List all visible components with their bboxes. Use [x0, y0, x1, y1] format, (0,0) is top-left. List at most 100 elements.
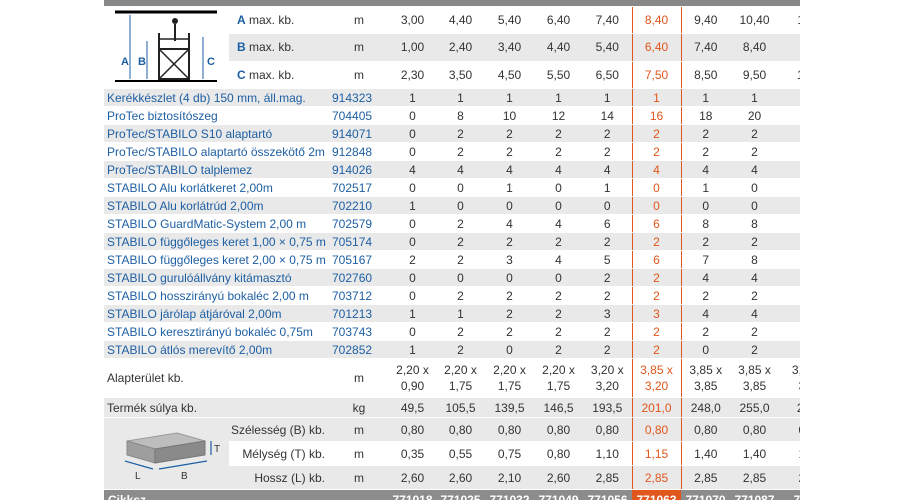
part-name[interactable]: STABILO keresztirányú bokaléc 0,75m — [104, 322, 329, 341]
part-name[interactable]: STABILO függőleges keret 1,00 × 0,75 m — [104, 232, 329, 251]
value-cell: 248,0 — [681, 397, 730, 418]
part-name[interactable]: ProTec/STABILO S10 alaptartó — [104, 124, 329, 143]
dimension-label: Hossz (L) kb. — [229, 465, 329, 490]
value-cell: 1 — [436, 88, 485, 107]
dim-b-label: B — [138, 56, 146, 68]
part-row: STABILO hosszirányú bokaléc 2,00 m 703712… — [104, 286, 800, 305]
value-cell: 8 — [730, 214, 779, 233]
weight-row: Termék súlya kb. kg 49,5 105,5 139,5 146,5 193… — [104, 397, 800, 418]
part-name[interactable]: STABILO Alu korlátkeret 2,00m — [104, 178, 329, 197]
part-name[interactable]: STABILO függőleges keret 2,00 × 0,75 m — [104, 250, 329, 269]
part-name[interactable]: Kerékkészlet (4 db) 150 mm, áll.mag. — [104, 88, 329, 107]
article-number-link[interactable]: 771070 — [681, 489, 730, 500]
value-cell: 0 — [389, 268, 436, 287]
value-cell: 5,40 — [583, 33, 632, 62]
part-name[interactable]: STABILO átlós merevítő 2,00m — [104, 340, 329, 359]
part-name[interactable]: ProTec/STABILO talplemez — [104, 160, 329, 179]
value-cell: 18 — [681, 106, 730, 125]
value-cell: 7 — [681, 250, 730, 269]
value-cell: 5,40 — [485, 6, 534, 35]
value-cell: 2 — [631, 268, 682, 287]
value-cell: 2 — [583, 322, 632, 341]
value-cell: 8,40 — [730, 33, 779, 62]
value-cell: 1 — [534, 88, 583, 107]
article-number-link[interactable]: 771063 — [632, 489, 681, 500]
height-label: B max. kb. — [229, 33, 329, 62]
height-label-text: max. kb. — [245, 40, 295, 55]
article-number-link[interactable]: 771 — [779, 489, 800, 500]
value-cell: 2 — [534, 124, 583, 143]
value-cell: 1,40 — [730, 441, 779, 466]
value-cell: 10,40 — [730, 6, 779, 35]
value-cell: 4 — [730, 160, 779, 179]
value-cell: 1 — [583, 88, 632, 107]
value-cell: 2 — [681, 124, 730, 143]
height-row: A B C A max. kb. m 3,00 4,40 5,40 6,40 7,40 8,4… — [104, 6, 800, 89]
part-row: STABILO függőleges keret 2,00 × 0,75 m 70… — [104, 250, 800, 269]
dim-c-label: C — [207, 56, 215, 68]
value-cell: 7,40 — [583, 6, 632, 35]
part-name[interactable]: STABILO járólap átjáróval 2,00m — [104, 304, 329, 323]
value-cell — [779, 196, 800, 215]
part-row: STABILO függőleges keret 1,00 × 0,75 m 70… — [104, 232, 800, 251]
article-number-link[interactable]: 771087 — [730, 489, 779, 500]
value-cell: 2 — [631, 232, 682, 251]
value-cell: 16 — [631, 106, 682, 125]
part-row: ProTec/STABILO talplemez 914026 4 4 4 4 4 4 4 4 — [104, 160, 800, 179]
part-name[interactable]: STABILO Alu korlátrúd 2,00m — [104, 196, 329, 215]
area-cell: 2,20 x 1,75 — [436, 358, 485, 398]
part-row: STABILO keresztirányú bokaléc 0,75m 70374… — [104, 322, 800, 341]
value-cell: 0 — [730, 196, 779, 215]
value-cell: 0 — [681, 340, 730, 359]
value-cell: 2 — [681, 322, 730, 341]
dim-l-label: L — [135, 471, 141, 482]
weight-label: Termék súlya kb. — [104, 397, 329, 418]
area-line1: 3,85 x — [738, 363, 771, 377]
value-cell: 2 — [436, 340, 485, 359]
part-code: 704405 — [329, 106, 389, 125]
value-cell: 0 — [389, 322, 436, 341]
article-number-row: Cikksz. 771018 771025 771032 771049 771056 771… — [104, 489, 800, 500]
part-name[interactable]: STABILO GuardMatic-System 2,00 m — [104, 214, 329, 233]
part-name[interactable]: ProTec biztosítószeg — [104, 106, 329, 125]
value-cell: 2 — [681, 142, 730, 161]
value-cell: 105,5 — [436, 397, 485, 418]
part-code: 705167 — [329, 250, 389, 269]
area-line1: 2,20 x — [444, 363, 477, 377]
value-cell: 5,50 — [534, 61, 583, 90]
article-number-link[interactable]: 771032 — [485, 489, 534, 500]
value-cell: 2 — [436, 232, 485, 251]
value-cell: 2,85 — [631, 465, 682, 490]
value-cell: 2 — [534, 322, 583, 341]
unit-cell: m — [329, 33, 389, 62]
part-name[interactable]: STABILO hosszirányú bokaléc 2,00 m — [104, 286, 329, 305]
value-cell: 2 — [436, 124, 485, 143]
article-number-link[interactable]: 771025 — [436, 489, 485, 500]
article-number-link[interactable]: 771018 — [389, 489, 436, 500]
part-row: ProTec biztosítószeg 704405 0 8 10 12 14 16 18 20… — [104, 106, 800, 125]
area-line2: 1,75 — [497, 379, 522, 393]
value-cell: 6 — [631, 214, 682, 233]
part-code: 702517 — [329, 178, 389, 197]
part-name[interactable]: STABILO gurulóállvány kitámasztó — [104, 268, 329, 287]
article-number-link[interactable]: 771056 — [583, 489, 632, 500]
part-name[interactable]: ProTec/STABILO alaptartó összekötő 2m — [104, 142, 329, 161]
value-cell: 2,30 — [389, 61, 436, 90]
spec-table: A B C A max. kb. m 3,00 4,40 5,40 6,40 7,40 8,4… — [104, 0, 800, 500]
area-cell: 2,20 x 1,75 — [534, 358, 583, 398]
part-row: ProTec/STABILO S10 alaptartó 914071 0 2 2 2 2 2… — [104, 124, 800, 143]
value-cell: 0 — [485, 268, 534, 287]
part-code: 702852 — [329, 340, 389, 359]
top-bar — [104, 0, 800, 7]
value-cell: 2,85 — [681, 465, 730, 490]
dim-b2-label: B — [181, 471, 188, 482]
area-line1: 2,20 x — [542, 363, 575, 377]
value-cell: 0 — [436, 178, 485, 197]
value-cell: 1 — [730, 88, 779, 107]
article-number-link[interactable]: 771049 — [534, 489, 583, 500]
value-cell: 1 — [583, 178, 632, 197]
value-cell: 49,5 — [389, 397, 436, 418]
unit-cell: m — [329, 61, 389, 90]
value-cell: 0,80 — [730, 417, 779, 442]
value-cell: 2,60 — [436, 465, 485, 490]
